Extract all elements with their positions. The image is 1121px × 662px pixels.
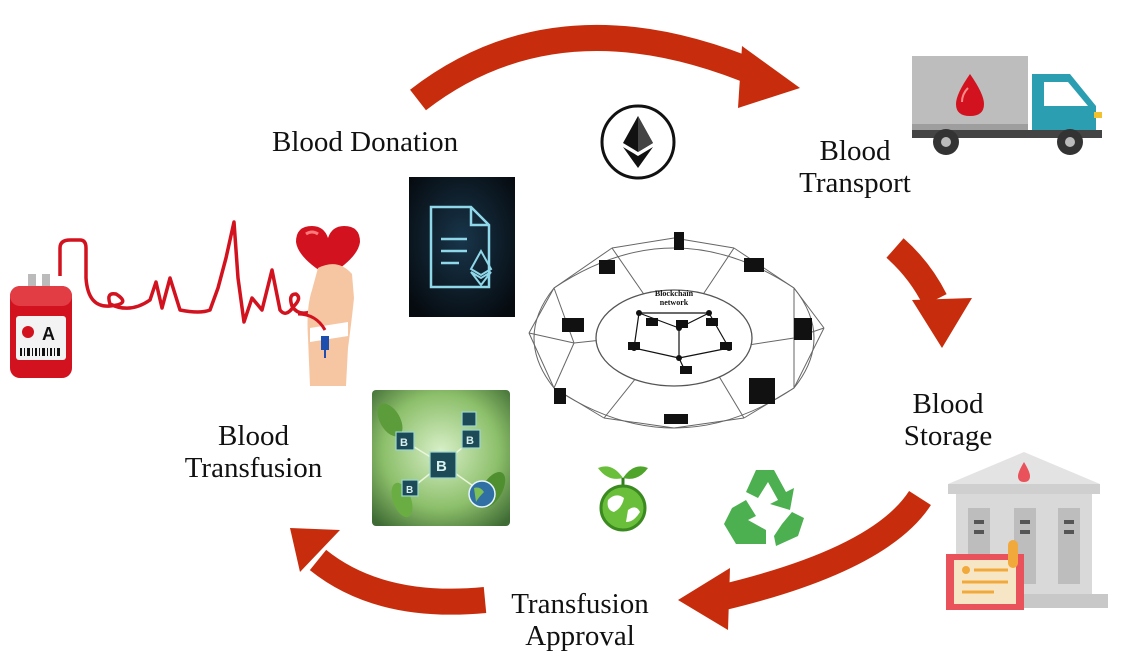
heartbeat-line-icon — [58, 220, 336, 324]
label-blood-transport-line1: Blood — [819, 135, 891, 167]
blood-bag-icon: A — [10, 274, 72, 378]
svg-text:B: B — [466, 435, 474, 447]
svg-text:B: B — [400, 437, 408, 449]
label-blood-donation: Blood Donation — [272, 126, 458, 158]
blood-type-label: A — [42, 324, 55, 344]
label-blood-transfusion-line1: Blood — [218, 420, 289, 452]
label-transfusion-approval-line2: Approval — [525, 620, 635, 652]
earth-leaf-icon — [598, 466, 648, 532]
blockchain-cubes-icon: B B B B — [372, 390, 510, 526]
smart-contract-icon — [409, 177, 515, 317]
network-title-line2: network — [660, 298, 689, 307]
arrow-head-transport — [738, 46, 800, 108]
arrow-transport-to-storage — [886, 238, 947, 306]
recycle-icon — [724, 470, 804, 546]
label-blood-transfusion-line2: Transfusion — [184, 452, 323, 484]
heart-hand-icon — [296, 226, 360, 386]
arrow-head-transfusion — [290, 528, 340, 572]
arrow-head-storage — [912, 298, 972, 348]
blood-bank-icon — [946, 452, 1108, 610]
network-title-line1: Blockchain — [655, 289, 694, 298]
label-blood-storage-line1: Blood — [912, 388, 984, 420]
arrow-approval-to-transfusion — [309, 549, 487, 615]
ethereum-logo-icon — [600, 104, 676, 180]
label-blood-transfusion: Blood Transfusion — [176, 420, 331, 484]
svg-text:B: B — [406, 485, 413, 496]
arrow-donation-to-transport — [410, 24, 766, 111]
label-blood-storage-line2: Storage — [903, 420, 993, 452]
blood-truck-icon — [912, 56, 1102, 155]
label-transfusion-approval-line1: Transfusion — [511, 588, 649, 620]
svg-text:B: B — [436, 458, 447, 475]
label-blood-donation-text: Blood Donation — [272, 126, 459, 158]
arrow-storage-to-approval — [716, 490, 931, 611]
arrow-head-approval — [678, 568, 730, 630]
label-blood-transport-line2: Transport — [799, 167, 911, 199]
label-blood-storage: Blood Storage — [888, 388, 1008, 452]
blockchain-network-diagram: Blockchain network — [528, 232, 825, 429]
label-blood-transport: Blood Transport — [790, 135, 920, 199]
label-transfusion-approval: Transfusion Approval — [500, 588, 660, 652]
